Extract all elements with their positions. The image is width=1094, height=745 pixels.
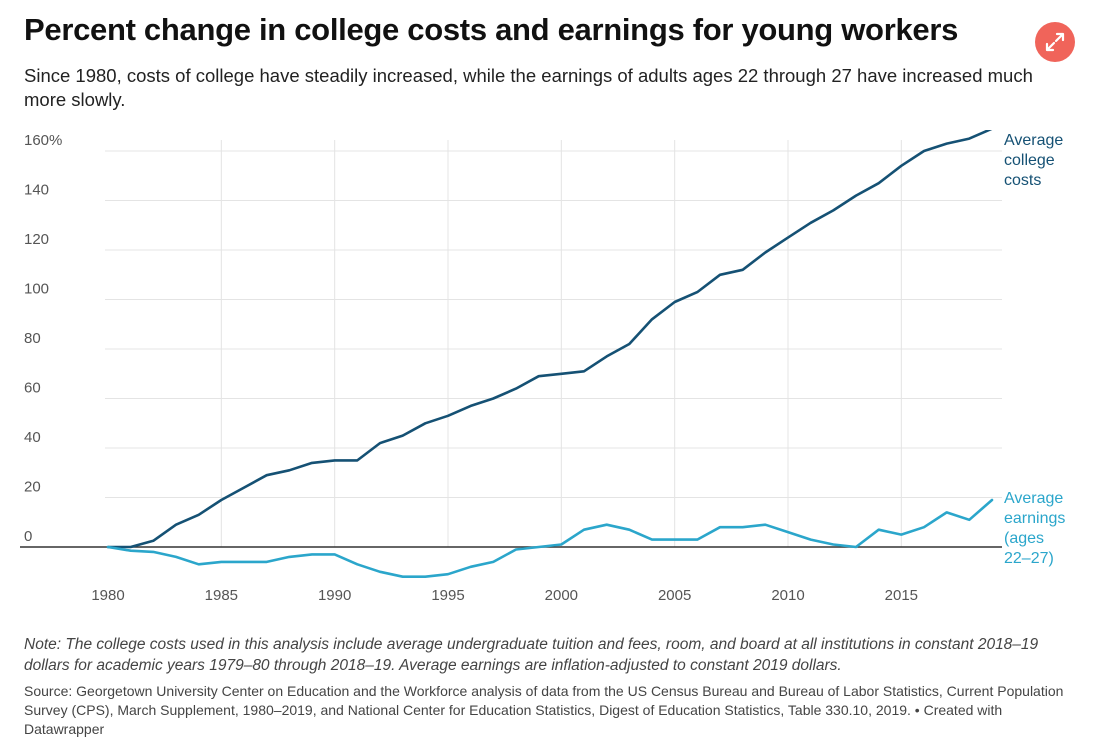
x-tick-label: 1995: [431, 587, 464, 604]
series-lines: [106, 130, 994, 579]
chart-subtitle: Since 1980, costs of college have steadi…: [24, 65, 1033, 110]
x-tick-label: 2015: [885, 587, 918, 604]
y-tick-label: 100: [24, 281, 49, 298]
x-tick-label: 2010: [771, 587, 804, 604]
y-tick-label: 20: [24, 479, 41, 496]
chart-title: Percent change in college costs and earn…: [24, 12, 959, 47]
earnings-label: 22–27): [1004, 550, 1054, 567]
x-tick-label: 1980: [91, 587, 124, 604]
x-tick-label: 2000: [545, 587, 578, 604]
x-tick-label: 2005: [658, 587, 691, 604]
y-tick-label: 120: [24, 231, 49, 248]
earnings-line: [106, 498, 994, 579]
grid-lines: [105, 140, 1002, 547]
y-tick-label: 60: [24, 380, 41, 397]
college-costs-label: college: [1004, 152, 1055, 169]
y-tick-label: 140: [24, 182, 49, 199]
y-tick-label: 40: [24, 429, 41, 446]
chart-source: Source: Georgetown University Center on …: [24, 683, 1064, 737]
y-tick-label: 80: [24, 330, 41, 347]
y-axis-ticks: 160% 140 120 100 80 60 40 20 0: [24, 132, 62, 545]
x-tick-label: 1990: [318, 587, 351, 604]
college-costs-label: costs: [1004, 172, 1041, 189]
line-chart: 160% 140 120 100 80 60 40 20 0 1980 1985 1990 1995 2…: [20, 130, 1065, 604]
chart-note: Note: The college costs used in this ana…: [24, 636, 1039, 674]
x-tick-label: 1985: [205, 587, 238, 604]
y-tick-label: 160%: [24, 132, 62, 149]
earnings-label: Average: [1004, 490, 1063, 507]
earnings-label: (ages: [1004, 530, 1044, 547]
x-axis-ticks: 1980 1985 1990 1995 2000 2005 2010 2015: [91, 587, 918, 604]
series-labels: Average college costs Average earnings (ages 2…: [1004, 132, 1065, 567]
y-tick-label: 0: [24, 528, 32, 545]
expand-icon: [1045, 32, 1065, 52]
earnings-label: earnings: [1004, 510, 1065, 527]
college-costs-line: [106, 130, 993, 549]
expand-button[interactable]: [1035, 22, 1075, 62]
college-costs-label: Average: [1004, 132, 1063, 149]
